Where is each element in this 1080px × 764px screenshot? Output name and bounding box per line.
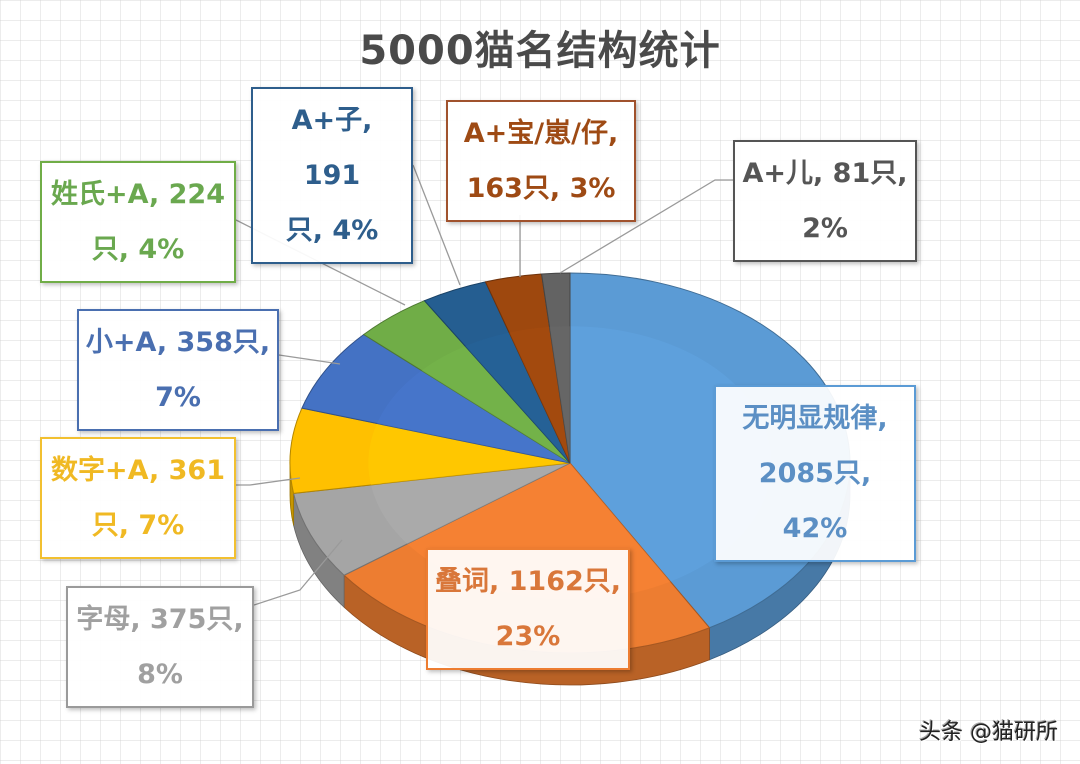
data-label-er: A+儿, 81只, 2% [733, 140, 917, 262]
label-line1: 字母, 375只, [76, 604, 244, 635]
label-line1: A+宝/崽/仔, [463, 118, 619, 149]
label-line2: 7% [155, 382, 201, 413]
data-label-zi: A+子, 191 只, 4% [251, 87, 413, 264]
label-line2: 只, 4% [91, 234, 185, 265]
label-line1: 小+A, 358只, [85, 327, 271, 358]
data-label-xingshi: 姓氏+A, 224 只, 4% [40, 161, 236, 283]
data-label-bao: A+宝/崽/仔, 163只, 3% [446, 100, 636, 222]
data-label-zimu: 字母, 375只, 8% [66, 586, 254, 708]
label-line2: 2085只, 42% [758, 458, 872, 544]
label-line2: 只, 7% [91, 510, 185, 541]
label-line1: 数字+A, 361 [50, 455, 226, 486]
label-line2: 8% [137, 659, 183, 690]
watermark: 头条 @猫研所 [919, 720, 1058, 745]
label-line2: 163只, 3% [466, 173, 616, 204]
label-line1: A+子, 191 [291, 105, 373, 191]
label-line2: 只, 4% [285, 215, 379, 246]
label-line1: 无明显规律, [742, 403, 888, 434]
data-label-dieci: 叠词, 1162只, 23% [426, 548, 630, 670]
label-line1: 姓氏+A, 224 [50, 179, 226, 210]
label-line1: A+儿, 81只, [742, 158, 908, 189]
label-line2: 23% [495, 621, 561, 652]
data-label-xiao: 小+A, 358只, 7% [77, 309, 279, 431]
data-label-wumingxian: 无明显规律, 2085只, 42% [714, 385, 916, 562]
chart-title: 5000猫名结构统计 [359, 28, 721, 74]
label-line2: 2% [802, 213, 848, 244]
label-line1: 叠词, 1162只, [434, 566, 622, 597]
data-label-shuzi: 数字+A, 361 只, 7% [40, 437, 236, 559]
